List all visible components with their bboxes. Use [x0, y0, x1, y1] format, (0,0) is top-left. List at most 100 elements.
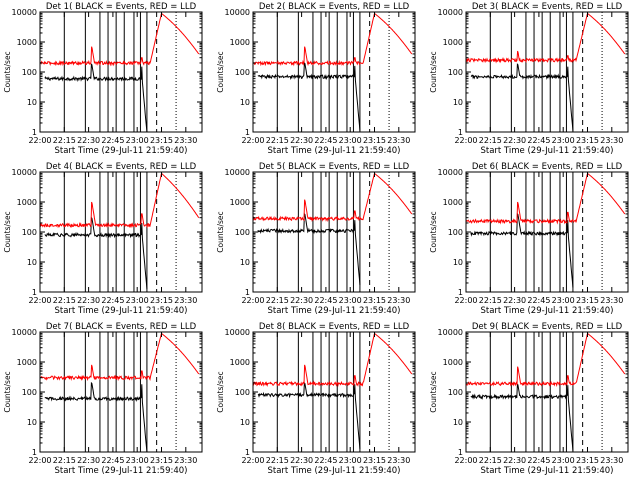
series-lld-det-5: [253, 173, 413, 223]
x-tick-label: 23:30: [387, 456, 410, 465]
series-lld-det-2: [253, 13, 413, 67]
y-tick-label: 10: [240, 258, 250, 267]
y-tick-label: 10: [453, 418, 463, 427]
y-axis-label: Counts/sec: [216, 51, 225, 92]
series-events-det-3: [470, 63, 574, 131]
x-tick-label: 22:45: [314, 296, 337, 305]
x-tick-label: 23:15: [363, 456, 386, 465]
x-tick-label: 23:00: [552, 296, 575, 305]
x-tick-label: 22:30: [290, 296, 313, 305]
x-tick-label: 23:15: [150, 456, 173, 465]
y-tick-label: 1: [245, 448, 250, 457]
x-tick-label: 22:30: [290, 456, 313, 465]
y-tick-label: 1000: [17, 358, 37, 367]
y-tick-label: 10000: [225, 168, 250, 177]
x-axis-label: Start Time (29-Jul-11 21:59:40): [55, 146, 188, 156]
y-tick-label: 100: [22, 228, 37, 237]
panel-det-2: 1 10 100 1000 10000 22:00 22:15 22:30 22:45 23:00…: [216, 2, 416, 156]
y-tick-label: 10: [27, 258, 37, 267]
x-tick-label: 23:00: [126, 136, 149, 145]
x-tick-label: 23:00: [126, 456, 149, 465]
y-tick-label: 10000: [225, 328, 250, 337]
y-tick-label: 100: [448, 228, 463, 237]
y-tick-label: 100: [235, 68, 250, 77]
series-events-det-6: [470, 212, 574, 288]
panel-title: Det 3( BLACK = Events, RED = LLD: [472, 2, 623, 12]
y-tick-label: 1000: [443, 38, 463, 47]
panel-title: Det 1( BLACK = Events, RED = LLD: [46, 2, 197, 12]
y-tick-label: 1000: [443, 198, 463, 207]
y-tick-label: 1: [245, 128, 250, 137]
y-tick-label: 1: [458, 288, 463, 297]
series-events-det-9: [470, 383, 574, 451]
x-tick-label: 22:00: [241, 136, 264, 145]
y-tick-label: 1000: [17, 198, 37, 207]
x-tick-label: 22:30: [290, 136, 313, 145]
series-lld-det-3: [466, 13, 626, 64]
y-tick-label: 1000: [17, 38, 37, 47]
x-tick-label: 23:30: [174, 456, 197, 465]
series-events-det-5: [257, 212, 361, 285]
y-tick-label: 10000: [438, 168, 463, 177]
x-tick-label: 23:15: [363, 136, 386, 145]
x-tick-label: 23:00: [552, 136, 575, 145]
y-tick-label: 1: [32, 448, 37, 457]
panel-title: Det 7( BLACK = Events, RED = LLD: [46, 322, 197, 332]
x-axis-label: Start Time (29-Jul-11 21:59:40): [268, 306, 401, 316]
y-tick-label: 100: [235, 388, 250, 397]
y-axis-label: Counts/sec: [429, 371, 438, 412]
y-tick-label: 10: [453, 98, 463, 107]
x-tick-label: 22:00: [28, 136, 51, 145]
x-tick-label: 22:30: [503, 296, 526, 305]
panel-det-8: 1 10 100 1000 10000 22:00 22:15 22:30 22:45 23:00…: [216, 322, 416, 476]
y-tick-label: 10000: [12, 8, 37, 17]
x-tick-label: 22:00: [241, 296, 264, 305]
x-tick-label: 22:30: [77, 456, 100, 465]
x-tick-label: 22:45: [101, 136, 124, 145]
y-tick-label: 10: [27, 418, 37, 427]
y-tick-label: 1000: [230, 358, 250, 367]
y-axis-label: Counts/sec: [429, 51, 438, 92]
y-tick-label: 10000: [12, 168, 37, 177]
x-tick-label: 22:15: [266, 296, 289, 305]
x-tick-label: 22:15: [53, 136, 76, 145]
series-events-det-1: [44, 63, 148, 132]
y-tick-label: 100: [22, 68, 37, 77]
series-events-det-4: [44, 216, 148, 290]
panel-title: Det 8( BLACK = Events, RED = LLD: [259, 322, 410, 332]
series-lld-det-6: [466, 173, 626, 225]
y-tick-label: 1000: [230, 38, 250, 47]
x-tick-label: 22:30: [503, 136, 526, 145]
x-axis-label: Start Time (29-Jul-11 21:59:40): [481, 146, 614, 156]
y-tick-label: 100: [448, 388, 463, 397]
y-tick-label: 10: [240, 418, 250, 427]
y-axis-label: Counts/sec: [216, 211, 225, 252]
y-tick-label: 10: [240, 98, 250, 107]
y-tick-label: 100: [235, 228, 250, 237]
x-tick-label: 22:30: [77, 296, 100, 305]
x-tick-label: 22:15: [479, 136, 502, 145]
x-tick-label: 23:15: [576, 136, 599, 145]
y-tick-label: 10000: [225, 8, 250, 17]
y-tick-label: 10000: [12, 328, 37, 337]
y-axis-label: Counts/sec: [3, 51, 12, 92]
x-tick-label: 22:00: [454, 136, 477, 145]
y-tick-label: 10000: [438, 328, 463, 337]
y-tick-label: 1: [32, 288, 37, 297]
x-tick-label: 22:45: [527, 296, 550, 305]
panel-det-5: 1 10 100 1000 10000 22:00 22:15 22:30 22:45 23:00…: [216, 162, 416, 316]
panel-det-7: 1 10 100 1000 10000 22:00 22:15 22:30 22:45 23:00…: [3, 322, 203, 476]
x-tick-label: 22:15: [53, 296, 76, 305]
y-axis-label: Counts/sec: [3, 371, 12, 412]
x-tick-label: 22:00: [28, 296, 51, 305]
x-tick-label: 23:15: [576, 296, 599, 305]
series-events-det-8: [257, 381, 361, 450]
panel-title: Det 4( BLACK = Events, RED = LLD: [46, 162, 197, 172]
series-lld-det-8: [253, 333, 413, 388]
panel-title: Det 9( BLACK = Events, RED = LLD: [472, 322, 623, 332]
x-tick-label: 23:15: [150, 136, 173, 145]
x-tick-label: 23:15: [576, 456, 599, 465]
panel-det-4: 1 10 100 1000 10000 22:00 22:15 22:30 22:45 23:00…: [3, 162, 203, 316]
x-axis-label: Start Time (29-Jul-11 21:59:40): [268, 466, 401, 476]
